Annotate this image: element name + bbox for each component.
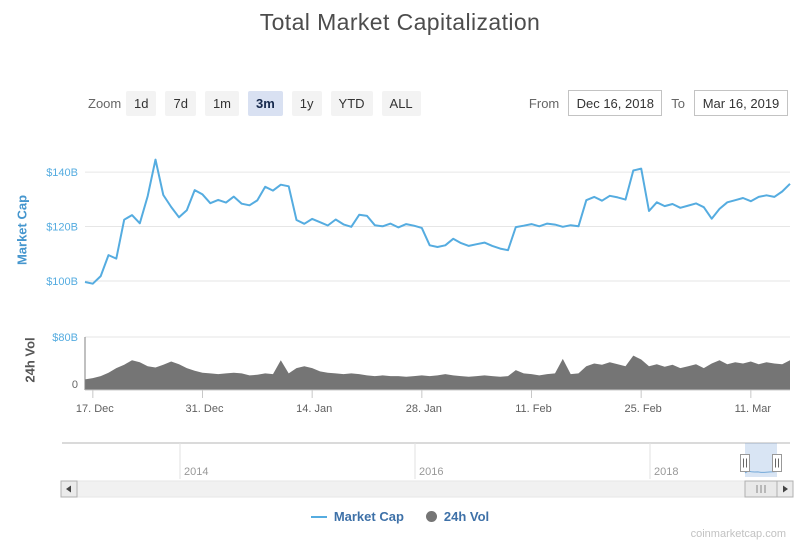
watermark: coinmarketcap.com [690,528,786,540]
scrollbar-left-arrow[interactable] [60,480,78,498]
zoom-button-1y[interactable]: 1y [291,91,322,116]
legend-item-market-cap[interactable]: Market Cap [310,509,404,524]
legend-label: Market Cap [333,509,404,524]
circle-marker-icon [425,511,437,522]
chart-legend: Market Cap 24h Vol [0,509,800,524]
navigator-handle-left[interactable] [740,454,750,472]
line-marker-icon [310,515,327,518]
x-axis-tick-label: 11. Mar [735,403,772,415]
zoom-button-all[interactable]: ALL [381,91,421,116]
right-triangle-icon [783,485,788,493]
zoom-button-group: 1d 7d 1m 3m 1y YTD ALL [126,91,421,116]
chart-title: Total Market Capitalization [259,9,541,35]
zoom-label: Zoom [88,96,122,111]
x-axis-tick-label: 25. Feb [625,403,662,415]
navigator-handle-right[interactable] [772,454,782,472]
zoom-button-1d[interactable]: 1d [126,91,157,116]
zoom-button-ytd[interactable]: YTD [330,91,373,116]
navigator-year-label: 2014 [184,466,208,478]
navigator-year-label: 2018 [654,466,678,478]
volume-tick-label: 0 [72,379,78,391]
date-range-controls: From To [529,90,788,116]
x-axis-tick-label: 17. Dec [76,403,114,415]
zoom-button-7d[interactable]: 7d [165,91,196,116]
legend-item-24h-vol[interactable]: 24h Vol [425,509,490,524]
market-cap-tick-label: $120B [46,222,78,234]
volume-area [85,355,790,390]
legend-label: 24h Vol [443,509,490,524]
chart-canvas: $140B $120B $100B $80B 0 17. Dec 31. Dec 14. Ja… [46,158,794,498]
scrollbar-thumb[interactable] [744,480,778,498]
market-cap-tick-label: $140B [46,167,78,179]
x-axis-tick-label: 11. Feb [515,403,552,415]
range-controls: Zoom 1d 7d 1m 3m 1y YTD ALL From To [0,90,800,117]
zoom-button-3m[interactable]: 3m [248,91,283,116]
navigator-year-label: 2016 [419,466,443,478]
scrollbar-track[interactable] [76,480,778,498]
to-date-input[interactable] [694,90,788,116]
volume-tick-label: $80B [52,332,78,344]
from-label: From [528,95,560,111]
market-cap-line [84,158,791,285]
x-axis-tick-label: 28. Jan [406,403,442,415]
from-date-input[interactable] [568,90,663,116]
to-label: To [671,95,685,111]
left-triangle-icon [66,485,71,493]
navigator-preview-line [744,470,778,474]
x-axis-tick-label: 31. Dec [186,403,224,415]
x-axis-tick-label: 14. Jan [296,403,332,415]
zoom-button-1m[interactable]: 1m [204,91,239,116]
scrollbar-right-arrow[interactable] [776,480,794,498]
market-cap-tick-label: $100B [46,276,78,288]
